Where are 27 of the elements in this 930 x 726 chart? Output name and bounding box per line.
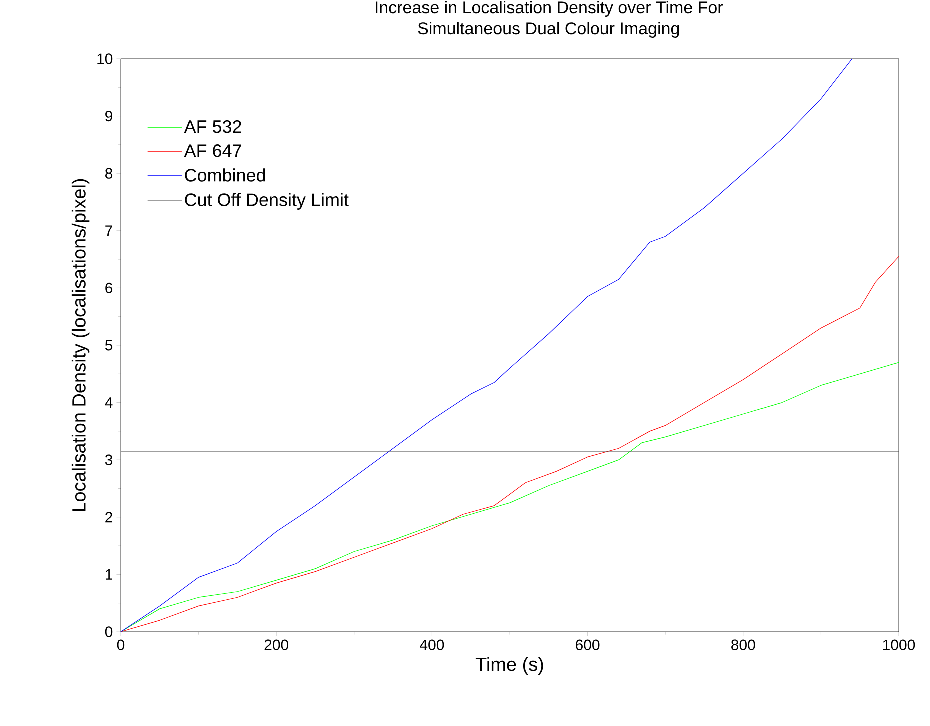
y-tick-label: 10: [98, 54, 113, 64]
x-tick-label: 1000: [883, 640, 916, 650]
line-series: [120, 58, 853, 632]
y-tick-label: 5: [105, 340, 113, 351]
y-tick-label: 3: [105, 454, 113, 466]
y-tick-label: 4: [105, 398, 113, 408]
y-tick-label: 6: [106, 282, 113, 294]
x-tick-label: 200: [264, 640, 289, 650]
y-tick-label: 2: [106, 512, 112, 523]
y-tick-label: 0: [105, 626, 113, 638]
y-tick-label: 9: [106, 110, 112, 122]
legend-label: Cut Off Density Limit: [185, 193, 349, 210]
x-tick-label: 600: [576, 640, 600, 650]
legend-label: AF 647: [184, 144, 242, 158]
y-tick-label: 1: [106, 570, 112, 580]
chart-subtitle: Simultaneous Dual Colour Imaging: [418, 22, 680, 38]
x-tick-label: 800: [732, 640, 756, 650]
x-tick-label: 0: [117, 640, 125, 650]
y-tick-label: 8: [106, 168, 113, 179]
line-series: [120, 256, 900, 632]
legend-label: AF 532: [184, 120, 242, 134]
y-axis-title: Localisation Density (localisations/pixel): [72, 179, 90, 512]
y-tick-label: 7: [106, 226, 112, 236]
legend-label: Combined: [185, 168, 266, 182]
x-tick-label: 400: [420, 640, 444, 650]
chart-title: Increase in Localisation Density over Time For: [376, 1, 724, 17]
x-axis-title: Time (s): [476, 657, 544, 675]
